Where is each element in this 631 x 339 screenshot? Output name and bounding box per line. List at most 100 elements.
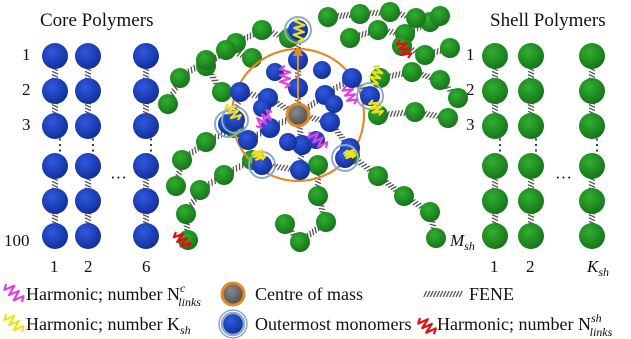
core-monomer [75, 188, 101, 214]
yellow-spring [368, 99, 384, 116]
legend-harmonic-links: Harmonic; number Nsh links [417, 311, 613, 339]
legend-outermost-monomers: Outermost monomers [218, 309, 411, 339]
shell-monomer [318, 7, 338, 27]
shell-monomer [196, 50, 216, 70]
legend: Harmonic; number Nc links Centre of mass … [3, 281, 613, 339]
shell-monomer [579, 223, 605, 249]
shell-monomer [482, 78, 508, 104]
core-monomer [342, 68, 362, 88]
yellow-spring [3, 313, 25, 333]
shell-monomer [579, 153, 605, 179]
core-monomer [279, 133, 297, 151]
vertical-ellipsis: ⋮ [52, 137, 68, 154]
centre-of-mass-icon [220, 281, 246, 307]
shell-monomer [430, 70, 450, 90]
shell-monomer [290, 232, 310, 252]
shell-column-label-ksh: Ksh [586, 257, 609, 279]
shell-row-label-msh: Msh [449, 231, 475, 253]
core-monomer [75, 113, 101, 139]
shell-polymers-title: Shell Polymers [490, 10, 606, 31]
shell-monomer [368, 166, 388, 186]
shell-monomer [579, 43, 605, 69]
core-monomer [133, 188, 159, 214]
shell-monomer [172, 150, 192, 170]
shell-monomer [415, 45, 435, 65]
shell-monomer [405, 102, 425, 122]
shell-monomer [212, 82, 232, 102]
shell-monomer [406, 8, 426, 28]
shell-monomer [579, 78, 605, 104]
shell-monomer [214, 165, 234, 185]
core-monomer [42, 113, 68, 139]
shell-column-label-2: 2 [526, 257, 535, 276]
magenta-spring-icon [3, 283, 25, 303]
core-monomer [360, 86, 380, 106]
core-monomer [313, 61, 331, 79]
shell-column-label-1: 1 [490, 257, 499, 276]
outermost-ring [248, 151, 276, 179]
shell-monomer [518, 113, 544, 139]
shell-column-ellipsis: ··· [555, 168, 572, 187]
shell-polymer-chains [158, 2, 468, 252]
shell-monomer [380, 2, 400, 22]
legend-fene-text: FENE [469, 284, 514, 304]
yellow-spring [251, 149, 267, 161]
core-monomer [133, 113, 159, 139]
shell-monomer [518, 188, 544, 214]
shell-monomer [394, 186, 414, 206]
fene-bond [423, 290, 463, 298]
shell-monomer [275, 214, 295, 234]
red-spring [395, 39, 413, 59]
yellow-spring [368, 64, 384, 86]
core-row-label-3: 3 [22, 115, 31, 134]
shell-polymers-panel: Shell Polymers ⋮ ⋮ ⋮ 1 2 3 Msh ··· 1 2 Ksh [449, 10, 609, 279]
legend-harmonic-links-text: Harmonic; number N [437, 314, 591, 334]
shell-monomer [579, 188, 605, 214]
core-monomer [290, 160, 310, 180]
magenta-spring [278, 65, 292, 89]
radius-arrowhead [293, 45, 303, 56]
shell-monomer [518, 153, 544, 179]
yellow-spring [343, 148, 357, 160]
core-monomer [75, 223, 101, 249]
legend-centre-of-mass: Centre of mass [220, 281, 363, 307]
shell-monomer [196, 132, 216, 152]
legend-centre-of-mass-text: Centre of mass [255, 284, 363, 304]
shell-monomer [216, 40, 236, 60]
core-monomer [75, 153, 101, 179]
core-polymer-columns: ⋮ ⋮ ⋮ [42, 43, 159, 249]
shell-monomer [518, 78, 544, 104]
core-row-label-100: 100 [4, 231, 30, 250]
shell-monomer [316, 212, 336, 232]
shell-monomer [176, 204, 196, 224]
shell-monomer [482, 113, 508, 139]
core-column-label-1: 1 [50, 257, 59, 276]
shell-monomer [158, 94, 178, 114]
core-monomer [266, 63, 284, 81]
core-monomer [320, 112, 340, 132]
core-polymers-panel: Core Polymers ⋮ ⋮ ⋮ 1 2 3 100 ··· 1 2 6 [4, 10, 159, 276]
red-spring [417, 317, 437, 335]
harmonic-springs [172, 17, 413, 249]
fene-bond-icon [423, 290, 463, 298]
shell-monomer [350, 4, 370, 24]
shell-monomer [518, 43, 544, 69]
core-monomer [42, 188, 68, 214]
magenta-spring [341, 85, 359, 105]
shell-monomer [430, 6, 450, 26]
shell-monomer [448, 88, 468, 108]
core-monomer [42, 153, 68, 179]
yellow-spring-icon [3, 313, 25, 333]
shell-monomer [482, 223, 508, 249]
legend-harmonic-shell-text: Harmonic; number K [26, 314, 180, 334]
magenta-spring [3, 283, 25, 303]
core-monomer [42, 43, 68, 69]
outermost-ring [356, 82, 384, 110]
core-shell-structure [158, 2, 468, 252]
shell-row-label-3: 3 [466, 115, 475, 134]
outermost-monomer-icon [220, 311, 246, 337]
red-spring [172, 231, 192, 249]
magenta-spring [255, 109, 273, 129]
